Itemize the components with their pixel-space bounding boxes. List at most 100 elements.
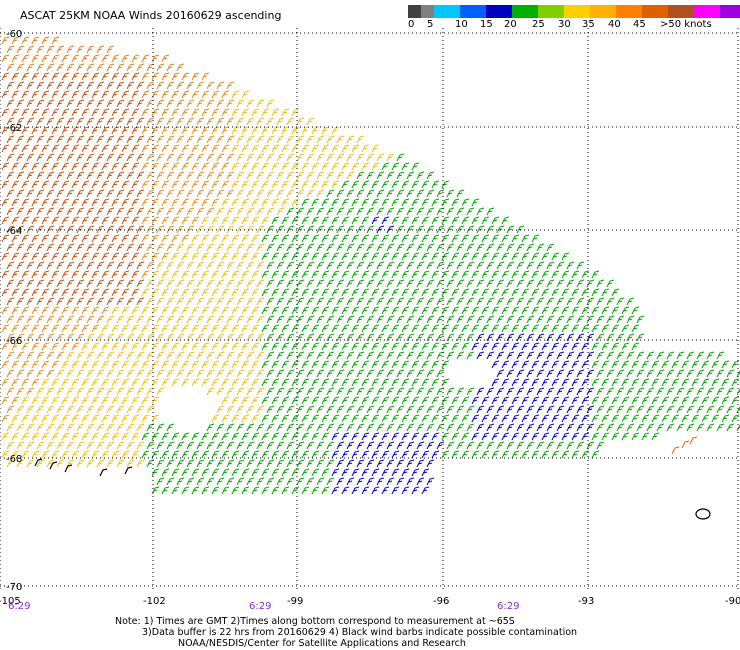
- wind-barb: [351, 378, 360, 387]
- wind-barb: [491, 252, 500, 261]
- wind-barb: [326, 369, 335, 378]
- wind-barb: [251, 162, 260, 171]
- wind-barb: [731, 360, 740, 369]
- wind-barb: [211, 90, 220, 99]
- wind-barb: [326, 405, 335, 414]
- wind-barb: [291, 216, 300, 225]
- contaminated-wind-barb: [124, 466, 133, 475]
- wind-barb: [186, 459, 195, 468]
- wind-barb: [441, 396, 450, 405]
- wind-barb: [461, 234, 470, 243]
- wind-barb: [331, 342, 340, 351]
- wind-barb: [216, 189, 225, 198]
- wind-barb: [186, 315, 195, 324]
- wind-barb: [516, 261, 525, 270]
- wind-barb: [106, 369, 115, 378]
- wind-barb: [436, 351, 445, 360]
- wind-barb: [421, 486, 430, 495]
- wind-barb: [11, 126, 20, 135]
- wind-barb: [161, 144, 170, 153]
- wind-barb: [226, 117, 235, 126]
- wind-barb: [111, 144, 120, 153]
- wind-barb: [246, 297, 255, 306]
- wind-barb: [196, 279, 205, 288]
- wind-barb: [416, 207, 425, 216]
- wind-barb: [246, 459, 255, 468]
- wind-barb: [51, 234, 60, 243]
- wind-barb: [221, 450, 230, 459]
- wind-barb: [46, 387, 55, 396]
- wind-barb: [411, 468, 420, 477]
- wind-barb: [136, 117, 145, 126]
- wind-barb: [66, 153, 75, 162]
- wind-barb: [46, 99, 55, 108]
- wind-barb: [581, 360, 590, 369]
- time-label: 6:29: [249, 601, 271, 612]
- wind-barb: [121, 252, 130, 261]
- wind-barb: [236, 297, 245, 306]
- wind-barb: [41, 72, 50, 81]
- wind-barb: [246, 261, 255, 270]
- wind-barb: [376, 189, 385, 198]
- wind-barb: [146, 369, 155, 378]
- wind-barb: [301, 468, 310, 477]
- wind-barb: [41, 414, 50, 423]
- wind-barb: [606, 297, 615, 306]
- wind-barb: [131, 180, 140, 189]
- wind-barb: [516, 279, 525, 288]
- wind-barb: [116, 369, 125, 378]
- wind-barb: [36, 315, 45, 324]
- wind-barb: [531, 288, 540, 297]
- wind-barb: [646, 369, 655, 378]
- wind-barb: [501, 396, 510, 405]
- wind-barb: [81, 360, 90, 369]
- wind-barb: [521, 414, 530, 423]
- wind-barb: [436, 387, 445, 396]
- wind-barb: [421, 342, 430, 351]
- wind-barb: [406, 207, 415, 216]
- wind-barb: [591, 396, 600, 405]
- wind-barb: [131, 324, 140, 333]
- wind-barb: [316, 369, 325, 378]
- wind-barb: [51, 36, 60, 45]
- wind-barb: [111, 450, 120, 459]
- wind-barb: [261, 108, 270, 117]
- wind-barb: [296, 387, 305, 396]
- wind-barb: [356, 171, 365, 180]
- wind-barb: [281, 198, 290, 207]
- wind-barb: [56, 63, 65, 72]
- wind-barb: [206, 207, 215, 216]
- wind-barb: [161, 180, 170, 189]
- wind-barb: [36, 243, 45, 252]
- wind-barb: [221, 288, 230, 297]
- wind-barb: [106, 333, 115, 342]
- wind-barb: [56, 243, 65, 252]
- wind-barb: [476, 423, 485, 432]
- wind-barb: [371, 324, 380, 333]
- wind-barb: [286, 405, 295, 414]
- wind-barb: [596, 423, 605, 432]
- wind-barb: [186, 297, 195, 306]
- wind-barb: [426, 441, 435, 450]
- wind-barb: [326, 189, 335, 198]
- wind-barb: [66, 81, 75, 90]
- wind-barb: [231, 180, 240, 189]
- wind-barb: [361, 270, 370, 279]
- wind-barb: [566, 441, 575, 450]
- wind-barb: [311, 234, 320, 243]
- wind-barb: [456, 387, 465, 396]
- wind-barb: [166, 441, 175, 450]
- wind-barb: [501, 432, 510, 441]
- wind-barb: [416, 477, 425, 486]
- wind-barb: [321, 486, 330, 495]
- wind-barb: [391, 324, 400, 333]
- wind-barb: [311, 468, 320, 477]
- wind-barb: [276, 315, 285, 324]
- wind-barb: [221, 180, 230, 189]
- wind-barb: [631, 306, 640, 315]
- wind-barb: [266, 369, 275, 378]
- wind-barb: [131, 288, 140, 297]
- wind-barb: [711, 414, 720, 423]
- wind-barb: [176, 459, 185, 468]
- wind-barb: [81, 162, 90, 171]
